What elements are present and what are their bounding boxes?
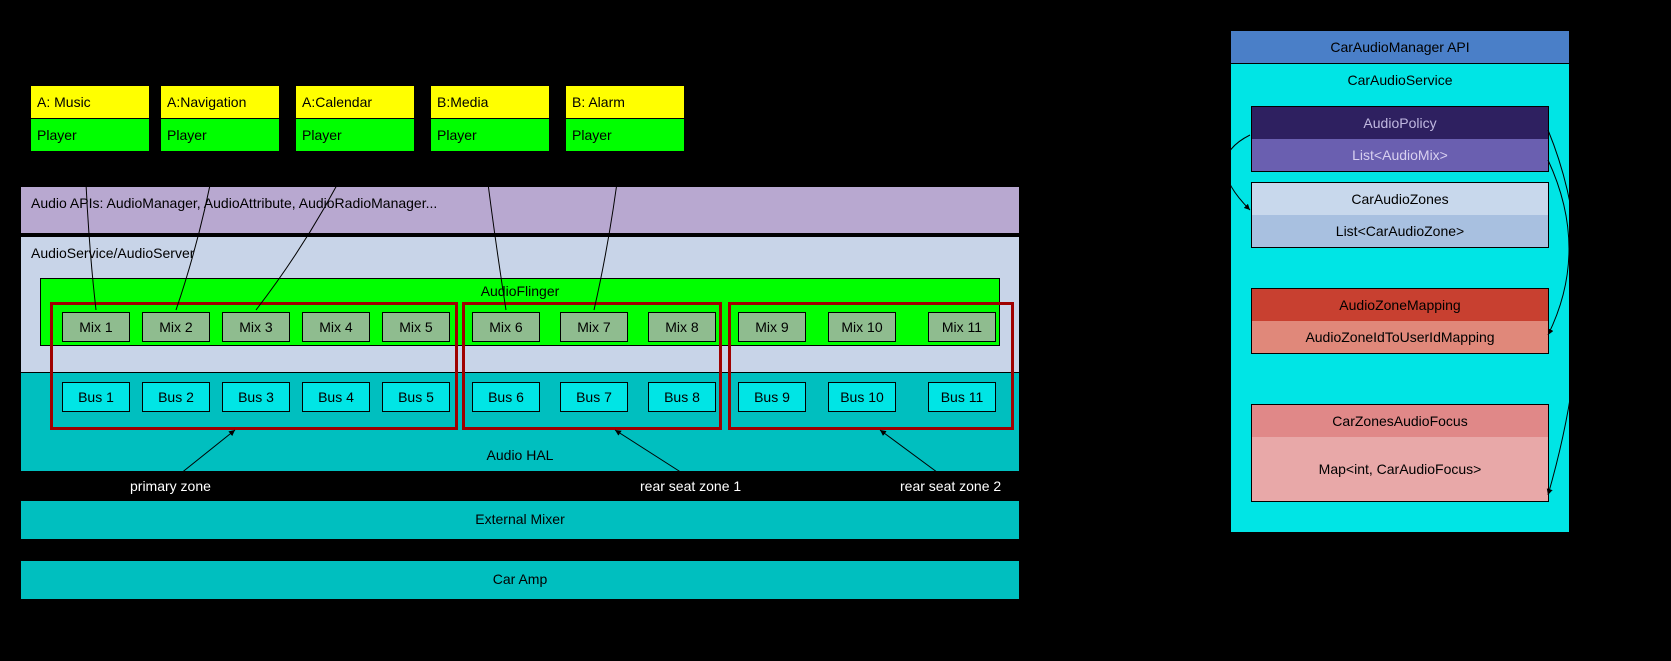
rear-zone-2-label: rear seat zone 2 bbox=[900, 478, 1001, 494]
app-calendar: A:Calendar Player bbox=[295, 85, 415, 152]
zone-mapping-detail: AudioZoneIdToUserIdMapping bbox=[1252, 321, 1548, 353]
bus-box: Bus 4 bbox=[302, 382, 370, 412]
audio-policy-title: AudioPolicy bbox=[1252, 107, 1548, 139]
audio-apis-label: Audio APIs: AudioManager, AudioAttribute… bbox=[31, 195, 437, 211]
external-mixer-layer: External Mixer bbox=[20, 500, 1020, 540]
app-alarm: B: Alarm Player bbox=[565, 85, 685, 152]
bus-box: Bus 3 bbox=[222, 382, 290, 412]
bus-box: Bus 2 bbox=[142, 382, 210, 412]
app-label: A:Navigation bbox=[161, 86, 279, 119]
car-audio-service: CarAudioService AudioPolicy List<AudioMi… bbox=[1230, 64, 1570, 533]
mix-box: Mix 2 bbox=[142, 312, 210, 342]
app-music: A: Music Player bbox=[30, 85, 150, 152]
mix-box: Mix 10 bbox=[828, 312, 896, 342]
bus-box: Bus 9 bbox=[738, 382, 806, 412]
app-navigation: A:Navigation Player bbox=[160, 85, 280, 152]
audio-flinger-label: AudioFlinger bbox=[481, 283, 560, 299]
app-media: B:Media Player bbox=[430, 85, 550, 152]
focus-map: Map<int, CarAudioFocus> bbox=[1252, 437, 1548, 501]
focus-title: CarZonesAudioFocus bbox=[1252, 405, 1548, 437]
car-audio-manager-api: CarAudioManager API bbox=[1230, 30, 1570, 64]
primary-zone-label: primary zone bbox=[130, 478, 211, 494]
audio-zone-mapping-box: AudioZoneMapping AudioZoneIdToUserIdMapp… bbox=[1251, 288, 1549, 354]
rear-zone-1-label: rear seat zone 1 bbox=[640, 478, 741, 494]
car-audio-zones-box: CarAudioZones List<CarAudioZone> bbox=[1251, 182, 1549, 248]
app-player: Player bbox=[296, 119, 414, 151]
app-player: Player bbox=[161, 119, 279, 151]
car-audio-zones-title: CarAudioZones bbox=[1252, 183, 1548, 215]
bus-box: Bus 11 bbox=[928, 382, 996, 412]
car-zones-audio-focus-box: CarZonesAudioFocus Map<int, CarAudioFocu… bbox=[1251, 404, 1549, 502]
app-player: Player bbox=[431, 119, 549, 151]
mix-box: Mix 8 bbox=[648, 312, 716, 342]
audio-hal-label: Audio HAL bbox=[487, 447, 554, 463]
mix-box: Mix 3 bbox=[222, 312, 290, 342]
audio-policy-box: AudioPolicy List<AudioMix> bbox=[1251, 106, 1549, 172]
audio-service-label: AudioService/AudioServer bbox=[31, 245, 194, 261]
car-amp-layer: Car Amp bbox=[20, 560, 1020, 600]
zone-mapping-title: AudioZoneMapping bbox=[1252, 289, 1548, 321]
bus-box: Bus 6 bbox=[472, 382, 540, 412]
mix-box: Mix 5 bbox=[382, 312, 450, 342]
mix-box: Mix 6 bbox=[472, 312, 540, 342]
bus-box: Bus 7 bbox=[560, 382, 628, 412]
mix-box: Mix 4 bbox=[302, 312, 370, 342]
external-mixer-label: External Mixer bbox=[475, 511, 564, 527]
car-amp-label: Car Amp bbox=[493, 571, 547, 587]
mix-box: Mix 7 bbox=[560, 312, 628, 342]
mix-box: Mix 11 bbox=[928, 312, 996, 342]
car-audio-service-title: CarAudioService bbox=[1231, 64, 1569, 96]
mix-box: Mix 9 bbox=[738, 312, 806, 342]
app-label: A:Calendar bbox=[296, 86, 414, 119]
bus-box: Bus 1 bbox=[62, 382, 130, 412]
app-label: B: Alarm bbox=[566, 86, 684, 119]
app-player: Player bbox=[31, 119, 149, 151]
bus-box: Bus 5 bbox=[382, 382, 450, 412]
app-player: Player bbox=[566, 119, 684, 151]
right-panel: CarAudioManager API CarAudioService Audi… bbox=[1230, 30, 1570, 533]
audio-mix-list: List<AudioMix> bbox=[1252, 139, 1548, 171]
mix-box: Mix 1 bbox=[62, 312, 130, 342]
app-label: A: Music bbox=[31, 86, 149, 119]
app-label: B:Media bbox=[431, 86, 549, 119]
bus-box: Bus 10 bbox=[828, 382, 896, 412]
bus-box: Bus 8 bbox=[648, 382, 716, 412]
car-audio-zone-list: List<CarAudioZone> bbox=[1252, 215, 1548, 247]
audio-apis-layer: Audio APIs: AudioManager, AudioAttribute… bbox=[20, 186, 1020, 234]
